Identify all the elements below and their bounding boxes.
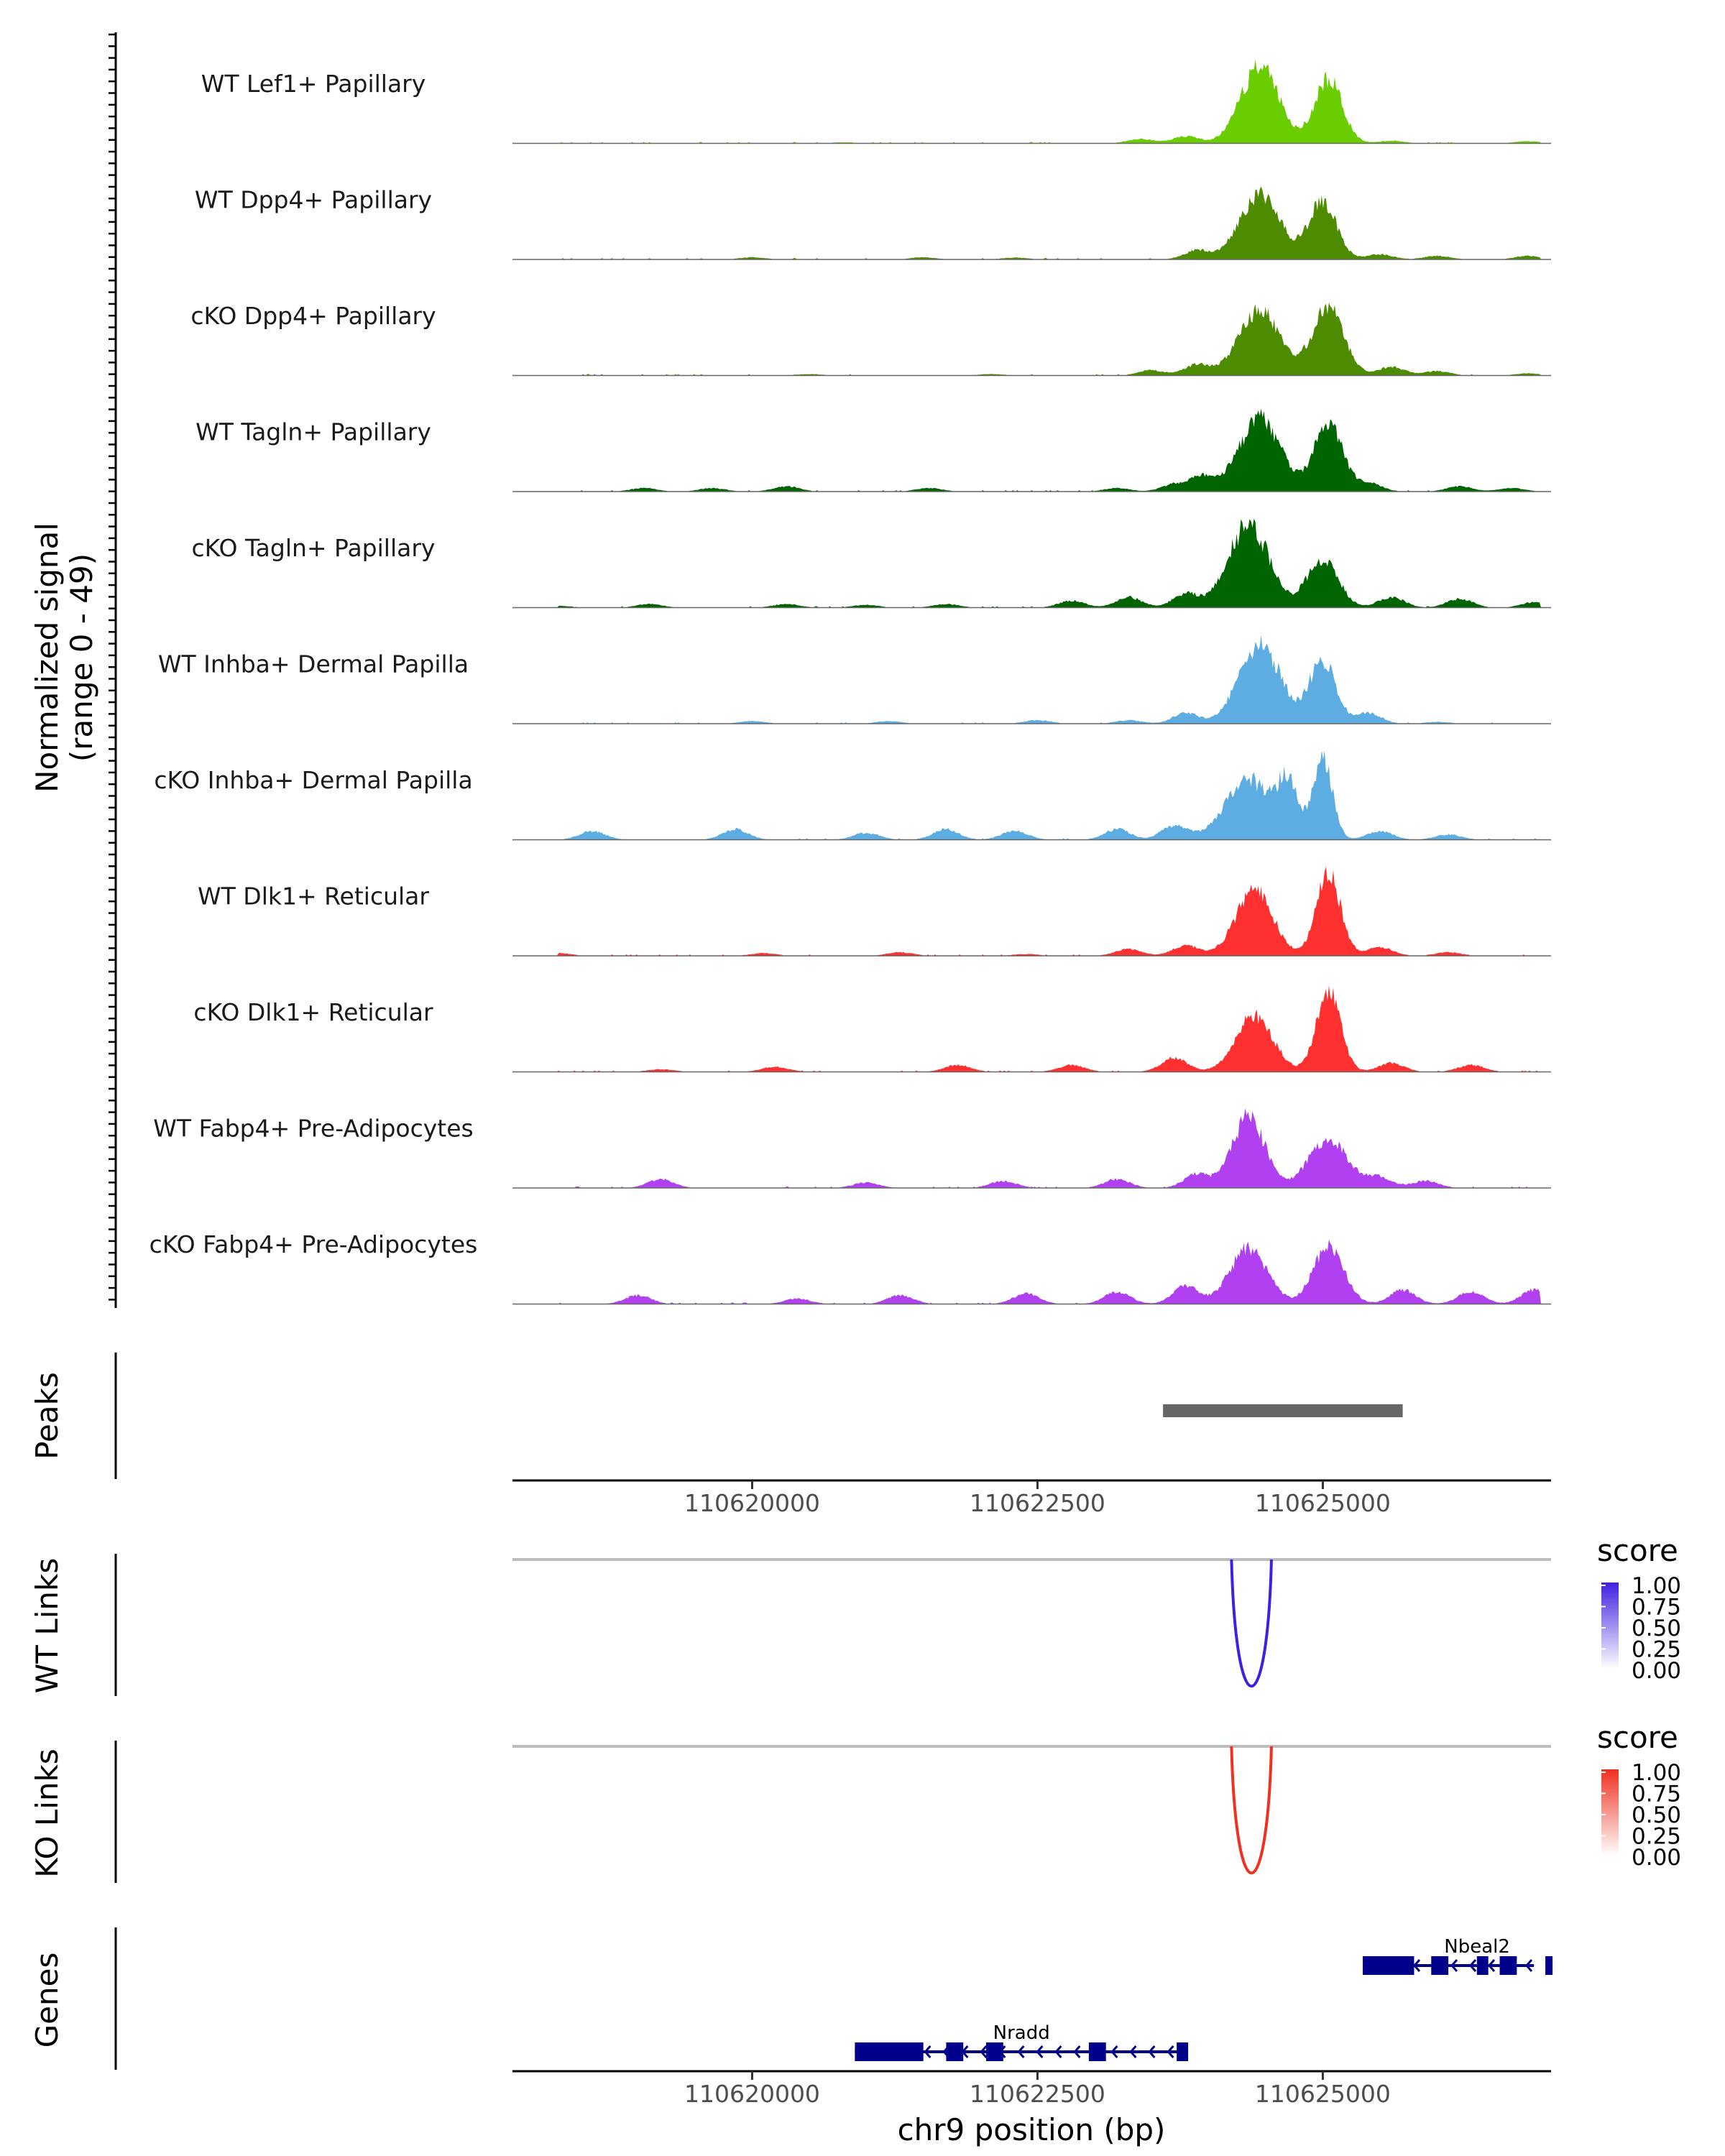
ko-links-label: KO Links <box>29 1749 65 1878</box>
track-label-9: WT Fabp4+ Pre-Adipocytes <box>153 1115 473 1143</box>
gene-label-0: Nbeal2 <box>1444 1936 1510 1958</box>
track-label-8: cKO Dlk1+ Reticular <box>193 998 433 1026</box>
coverage-area-2 <box>512 303 1551 376</box>
peaks-track-label: Peaks <box>29 1372 65 1460</box>
legend-tick-label: 0.00 <box>1632 1845 1681 1871</box>
strand-arrow <box>980 2045 988 2058</box>
coverage-tracks: WT Lef1+ Papillary WT Dpp4+ Papillary cKO … <box>150 59 1551 1305</box>
strand-arrow <box>1525 1959 1533 1972</box>
strand-arrow <box>1488 1959 1496 1972</box>
strand-arrow <box>1469 1959 1477 1972</box>
exon-0-4 <box>1545 1956 1553 1975</box>
strand-arrow <box>1017 2045 1025 2058</box>
wt-links-legend: score 1.000.750.500.250.00 <box>1597 1533 1681 1684</box>
legend-tick-label: 0.25 <box>1632 1637 1681 1663</box>
strand-arrow <box>1450 1959 1458 1972</box>
ko-links-legend: score 1.000.750.500.250.00 <box>1597 1720 1681 1871</box>
coverage-area-10 <box>512 1239 1551 1304</box>
x-tick-label: 110622500 <box>970 1489 1105 1517</box>
coverage-area-1 <box>512 186 1551 259</box>
coverage-area-3 <box>512 408 1551 492</box>
legend-tick-label: 1.00 <box>1632 1760 1681 1786</box>
exon-1-0 <box>855 2042 924 2061</box>
exon-1-2 <box>985 2042 1003 2061</box>
x-tick-label: 110625000 <box>1255 1489 1391 1517</box>
coverage-area-0 <box>512 59 1551 144</box>
strand-arrow <box>1129 2045 1137 2058</box>
legend-tick-label: 0.25 <box>1632 1824 1681 1850</box>
legend-tick-label: 1.00 <box>1632 1573 1681 1599</box>
strand-arrow <box>924 2045 932 2058</box>
peaks-track <box>1163 1404 1403 1417</box>
strand-arrow <box>1036 2045 1044 2058</box>
x-axis-bottom-ticks: 110620000 110622500 110625000 <box>684 2071 1391 2108</box>
exon-0-3 <box>1499 1956 1517 1975</box>
coverage-area-7 <box>512 867 1551 956</box>
legend-tick-label: 0.75 <box>1632 1782 1681 1807</box>
legend-colorbar <box>1601 1583 1619 1669</box>
link-arc-0 <box>1230 1746 1273 1874</box>
track-label-6: cKO Inhba+ Dermal Papilla <box>154 766 472 794</box>
x-axis-title: chr9 position (bp) <box>898 2112 1166 2147</box>
legend-colorbar <box>1601 1769 1619 1856</box>
exon-1-4 <box>1177 2042 1189 2061</box>
exon-0-0 <box>1362 1956 1414 1975</box>
coverage-area-4 <box>512 518 1551 608</box>
strand-arrow <box>1073 2045 1081 2058</box>
wt-links-label: WT Links <box>29 1558 65 1693</box>
strand-arrow <box>1413 1959 1421 1972</box>
genes-track-label: Genes <box>29 1953 65 2048</box>
exon-1-3 <box>1088 2042 1106 2061</box>
peak-region-0 <box>1163 1404 1403 1417</box>
strand-arrow <box>1054 2045 1062 2058</box>
coverage-area-6 <box>512 750 1551 840</box>
strand-arrow <box>1148 2045 1156 2058</box>
strand-arrow <box>1110 2045 1118 2058</box>
coverage-area-9 <box>512 1108 1551 1188</box>
exon-1-1 <box>946 2042 964 2061</box>
legend-tick-label: 0.00 <box>1632 1658 1681 1684</box>
track-label-5: WT Inhba+ Dermal Papilla <box>158 650 469 678</box>
legend-tick-label: 0.50 <box>1632 1802 1681 1828</box>
genes-track: Nbeal2 Nradd <box>855 1936 1553 2061</box>
track-label-0: WT Lef1+ Papillary <box>201 70 426 98</box>
exon-0-2 <box>1476 1956 1489 1975</box>
track-label-7: WT Dlk1+ Reticular <box>198 883 429 911</box>
x-tick-label: 110625000 <box>1255 2080 1391 2108</box>
track-label-2: cKO Dpp4+ Papillary <box>190 302 436 330</box>
link-arc-0 <box>1230 1559 1273 1687</box>
legend-tick-label: 0.50 <box>1632 1616 1681 1641</box>
x-tick-label: 110620000 <box>684 2080 820 2108</box>
x-tick-label: 110622500 <box>970 2080 1105 2108</box>
x-tick-label: 110620000 <box>684 1489 820 1517</box>
track-label-4: cKO Tagln+ Papillary <box>192 534 436 562</box>
wt-links-arcs <box>1230 1559 1273 1687</box>
y-axis-title: Normalized signal <box>29 522 65 793</box>
track-label-1: WT Dpp4+ Papillary <box>195 186 432 214</box>
x-axis-top-ticks: 110620000 110622500 110625000 <box>684 1480 1391 1517</box>
legend-title: score <box>1597 1533 1678 1568</box>
gene-label-1: Nradd <box>993 2022 1050 2044</box>
coverage-area-5 <box>512 635 1551 724</box>
exon-0-1 <box>1431 1956 1449 1975</box>
track-label-10: cKO Fabp4+ Pre-Adipocytes <box>150 1230 478 1258</box>
ko-links-arcs <box>1230 1746 1273 1874</box>
coverage-y-ticks <box>109 33 116 1301</box>
coverage-area-8 <box>512 985 1551 1072</box>
track-label-3: WT Tagln+ Papillary <box>196 418 431 446</box>
y-axis-range: (range 0 - 49) <box>64 553 99 762</box>
legend-tick-label: 0.75 <box>1632 1595 1681 1621</box>
legend-title: score <box>1597 1720 1678 1755</box>
strand-arrow <box>1167 2045 1174 2058</box>
